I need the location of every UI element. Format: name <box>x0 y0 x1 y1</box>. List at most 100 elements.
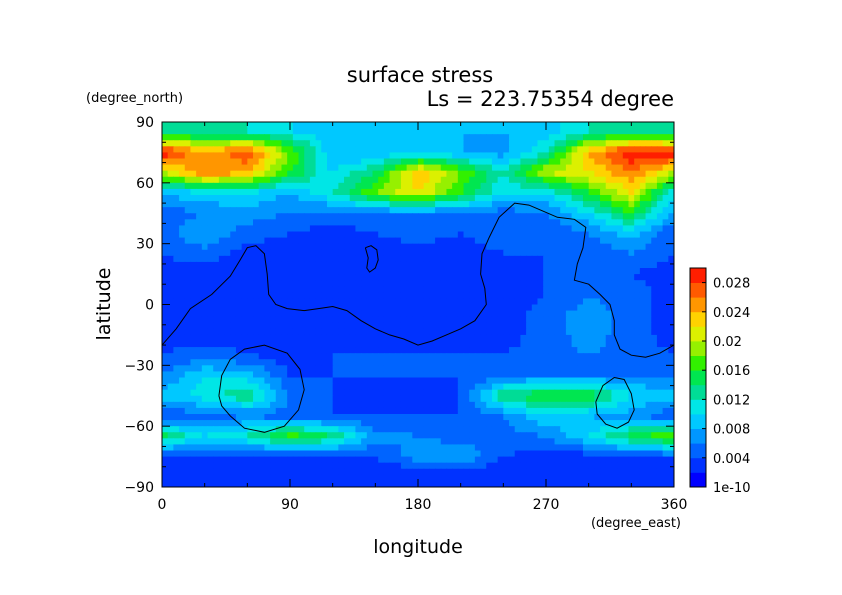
heatmap-cell <box>167 353 174 360</box>
heatmap-cell <box>355 292 362 300</box>
heatmap-cell <box>588 432 595 439</box>
heatmap-cell <box>600 274 607 281</box>
heatmap-cell <box>332 292 339 300</box>
heatmap-cell <box>571 261 578 269</box>
heatmap-cell <box>588 261 595 269</box>
heatmap-cell <box>207 286 214 293</box>
heatmap-cell <box>383 243 391 251</box>
heatmap-cell <box>565 219 573 227</box>
heatmap-cell <box>446 134 453 141</box>
heatmap-cell <box>213 328 220 336</box>
heatmap-cell <box>617 377 624 385</box>
heatmap-cell <box>338 219 345 227</box>
heatmap-cell <box>281 201 288 208</box>
heatmap-cell <box>253 213 260 220</box>
heatmap-cell <box>503 298 510 306</box>
heatmap-cell <box>383 207 391 214</box>
heatmap-cell <box>560 274 567 281</box>
heatmap-cell <box>605 146 613 154</box>
heatmap-cell <box>264 195 271 202</box>
heatmap-cell <box>480 268 487 275</box>
heatmap-cell <box>514 438 521 446</box>
heatmap-cell <box>474 334 482 342</box>
heatmap-cell <box>577 347 584 354</box>
heatmap-cell <box>554 310 561 318</box>
heatmap-cell <box>656 152 664 160</box>
heatmap-cell <box>230 401 237 409</box>
heatmap-cell <box>577 243 584 251</box>
heatmap-cell <box>577 237 584 245</box>
heatmap-cell <box>662 316 669 324</box>
heatmap-cell <box>201 231 209 239</box>
heatmap-cell <box>452 328 459 336</box>
heatmap-cell <box>179 243 186 251</box>
heatmap-cell <box>668 182 674 190</box>
heatmap-cell <box>600 420 607 427</box>
heatmap-cell <box>406 128 413 135</box>
heatmap-cell <box>418 414 425 421</box>
heatmap-cell <box>207 383 214 391</box>
heatmap-cell <box>509 231 516 239</box>
heatmap-cell <box>162 304 169 312</box>
heatmap-cell <box>594 401 601 409</box>
heatmap-cell <box>406 268 413 275</box>
heatmap-cell <box>537 407 544 415</box>
heatmap-cell <box>577 170 584 178</box>
heatmap-cell <box>355 420 362 427</box>
heatmap-cell <box>218 261 226 269</box>
heatmap-cell <box>366 225 374 233</box>
heatmap-cell <box>389 414 396 421</box>
heatmap-cell <box>486 201 493 208</box>
heatmap-cell <box>253 225 260 233</box>
heatmap-cell <box>326 268 334 275</box>
heatmap-cell <box>446 401 453 409</box>
heatmap-cell <box>645 395 652 403</box>
heatmap-cell <box>395 438 402 446</box>
heatmap-cell <box>622 268 630 275</box>
heatmap-cell <box>304 231 311 239</box>
heatmap-cell <box>509 401 516 409</box>
heatmap-cell <box>344 286 351 293</box>
heatmap-cell <box>372 389 379 397</box>
heatmap-cell <box>537 274 544 281</box>
heatmap-cell <box>440 195 448 202</box>
heatmap-cell <box>338 395 345 403</box>
heatmap-cell <box>514 334 521 342</box>
heatmap-cell <box>241 438 248 446</box>
heatmap-cell <box>207 274 214 281</box>
heatmap-cell <box>429 164 436 172</box>
heatmap-cell <box>560 432 567 439</box>
heatmap-cell <box>514 395 521 403</box>
heatmap-cell <box>184 426 192 433</box>
heatmap-cell <box>270 170 277 178</box>
heatmap-cell <box>491 195 499 202</box>
heatmap-cell <box>594 164 601 172</box>
heatmap-cell <box>292 286 300 293</box>
heatmap-cell <box>600 213 607 220</box>
heatmap-cell <box>634 328 641 336</box>
heatmap-cell <box>412 426 419 433</box>
heatmap-cell <box>241 371 248 379</box>
heatmap-cell <box>582 268 590 275</box>
heatmap-cell <box>400 188 408 196</box>
heatmap-cell <box>531 225 539 233</box>
heatmap-cell <box>435 152 442 160</box>
heatmap-cell <box>298 426 305 433</box>
heatmap-cell <box>571 237 578 245</box>
heatmap-cell <box>526 249 533 257</box>
heatmap-cell <box>639 401 647 409</box>
heatmap-cell <box>309 140 317 147</box>
heatmap-cell <box>406 261 413 269</box>
heatmap-cell <box>656 176 664 184</box>
heatmap-cell <box>207 426 214 433</box>
heatmap-cell <box>418 353 425 360</box>
heatmap-cell <box>235 170 243 178</box>
heatmap-cell <box>440 341 448 348</box>
heatmap-cell <box>344 292 351 300</box>
heatmap-cell <box>611 231 618 239</box>
heatmap-cell <box>617 420 624 427</box>
heatmap-cell <box>196 304 203 312</box>
heatmap-cell <box>332 456 339 464</box>
heatmap-cell <box>184 420 192 427</box>
heatmap-cell <box>218 146 226 154</box>
